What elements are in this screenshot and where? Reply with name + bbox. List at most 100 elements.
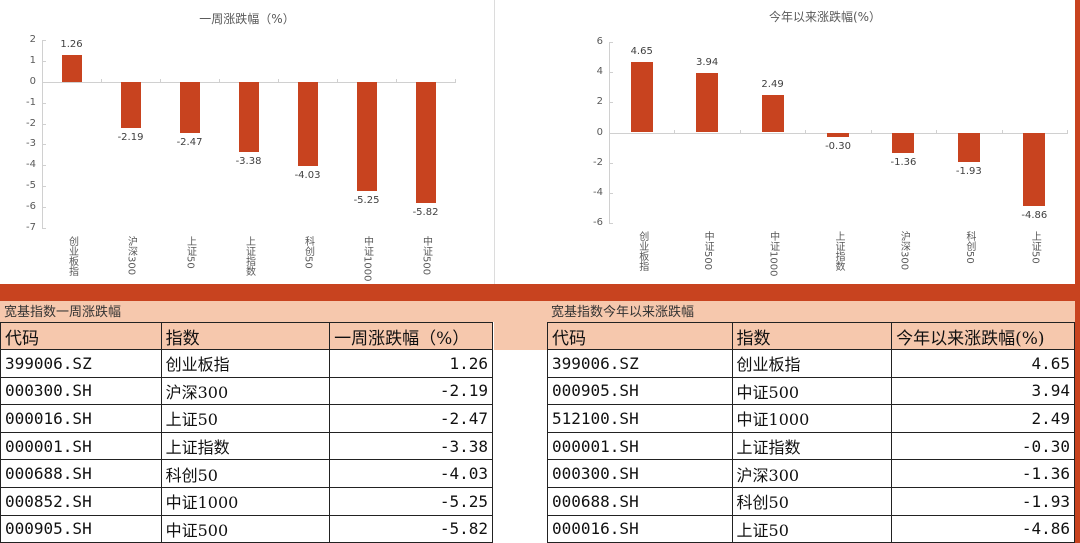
cell-index-name: 创业板指 [160,349,331,378]
cell-index-name: 上证指数 [160,431,331,461]
cell-change: -5.82 [329,514,493,543]
data-label: 4.65 [630,46,653,58]
ytd-change-chart: 今年以来涨跌幅(%） 6 4 2 0 -2 -4 -6 4.65 创业板指 3.94 中证500 2.… [547,0,1075,284]
y-tick-label: 1 [29,54,36,66]
y-tick-mark [42,60,46,62]
data-table: 代码 指数 一周涨跌幅（%） 399006.SZ 创业板指 1.26 000300.S… [0,322,493,543]
cell-index-name: 科创50 [731,486,893,516]
column-header-change[interactable]: 今年以来涨跌幅(%) [891,322,1075,350]
table-row[interactable]: 000001.SH 上证指数 -3.38 [0,431,493,461]
bar [61,55,82,82]
cell-change: 3.94 [891,376,1075,406]
y-tick-label: -2 [26,117,36,129]
cell-code: 000300.SH [0,376,162,406]
bar [696,73,719,133]
cell-change: -1.93 [891,486,1075,516]
cell-code: 512100.SH [547,404,733,433]
x-category-label: 创业板指 [636,231,648,271]
x-category-label: 中证1000 [767,231,779,277]
table-row[interactable]: 000016.SH 上证50 -2.47 [0,404,493,433]
x-category-label: 上证指数 [243,236,255,276]
table-row[interactable]: 000001.SH 上证指数 -0.30 [547,431,1075,461]
table-row[interactable]: 000688.SH 科创50 -1.93 [547,486,1075,516]
y-tick-label: -2 [593,156,603,168]
table-row[interactable]: 512100.SH 中证1000 2.49 [547,404,1075,433]
column-header-index[interactable]: 指数 [160,322,331,350]
cell-code: 000905.SH [547,376,733,406]
cell-change: 1.26 [329,349,493,378]
data-table: 代码 指数 今年以来涨跌幅(%) 399006.SZ 创业板指 4.65 000905… [547,322,1075,543]
x-category-label: 创业板指 [66,236,78,276]
x-category-label: 沪深300 [125,236,137,276]
bar [827,132,849,138]
x-tick-mark [455,78,456,83]
cell-index-name: 中证1000 [160,486,331,516]
column-header-code[interactable]: 代码 [547,322,733,350]
x-category-label: 沪深300 [898,231,910,271]
data-label: -3.38 [235,156,262,168]
cell-code: 000001.SH [0,431,162,461]
bar [957,132,980,162]
y-tick-mark [609,72,613,74]
table-row[interactable]: 000688.SH 科创50 -4.03 [0,459,493,488]
x-category-label: 中证1000 [361,236,373,282]
cell-change: -4.03 [329,459,493,488]
x-category-label: 中证500 [420,236,432,276]
y-tick-label: -3 [26,138,36,150]
table-row[interactable]: 000852.SH 中证1000 -5.25 [0,486,493,516]
bar [179,81,200,134]
cell-code: 000688.SH [0,459,162,488]
x-tick-mark [219,78,220,83]
y-tick-mark [42,165,46,167]
bar [297,81,318,166]
data-label: -4.03 [294,169,321,181]
table-row[interactable]: 000905.SH 中证500 -5.82 [0,514,493,543]
x-category-label: 上证指数 [833,231,844,271]
cell-code: 399006.SZ [547,349,733,378]
cell-code: 000688.SH [547,486,733,516]
y-tick-label: 6 [596,36,603,47]
data-label: -1.93 [955,165,982,177]
column-header-change[interactable]: 一周涨跌幅（%） [329,322,493,350]
header-row: 代码 指数 一周涨跌幅（%） [0,322,493,350]
divider [494,0,495,284]
table-row[interactable]: 000300.SH 沪深300 -2.19 [0,376,493,406]
x-tick-mark [805,129,807,134]
x-tick-mark [337,78,338,83]
bar [761,94,784,133]
y-tick-label: 4 [596,66,603,78]
y-tick-mark [609,192,613,194]
y-tick-mark [42,186,46,188]
y-tick-mark [609,162,613,164]
table-row[interactable]: 000300.SH 沪深300 -1.36 [547,459,1075,488]
table-row[interactable]: 000016.SH 上证50 -4.86 [547,514,1075,543]
cell-change: -1.36 [891,459,1075,488]
y-tick-mark [42,207,46,209]
x-tick-mark [936,129,938,134]
column-header-code[interactable]: 代码 [0,322,162,350]
right-edge-bar [1075,0,1080,543]
cell-change: -2.47 [329,404,493,433]
cell-index-name: 创业板指 [731,349,893,378]
table-row[interactable]: 399006.SZ 创业板指 4.65 [547,349,1075,378]
cell-change: -4.86 [891,514,1075,543]
x-tick-mark [101,78,102,83]
x-tick-mark [674,129,676,134]
table-row[interactable]: 399006.SZ 创业板指 1.26 [0,349,493,378]
table-row[interactable]: 000905.SH 中证500 3.94 [547,376,1075,406]
bar [1023,132,1046,206]
x-tick-mark [278,78,279,83]
section-divider-band [0,284,1080,301]
y-tick-label: -6 [593,217,603,228]
cell-change: -5.25 [329,486,493,516]
x-category-label: 科创50 [963,231,975,264]
data-label: -2.19 [117,131,144,143]
y-tick-mark [42,144,46,146]
y-tick-label: 0 [29,75,36,87]
cell-code: 000016.SH [547,514,733,543]
column-header-index[interactable]: 指数 [731,322,893,350]
bar [892,132,915,153]
x-tick-mark [739,129,741,134]
x-category-label: 上证50 [1029,231,1041,264]
x-tick-mark [396,78,397,83]
